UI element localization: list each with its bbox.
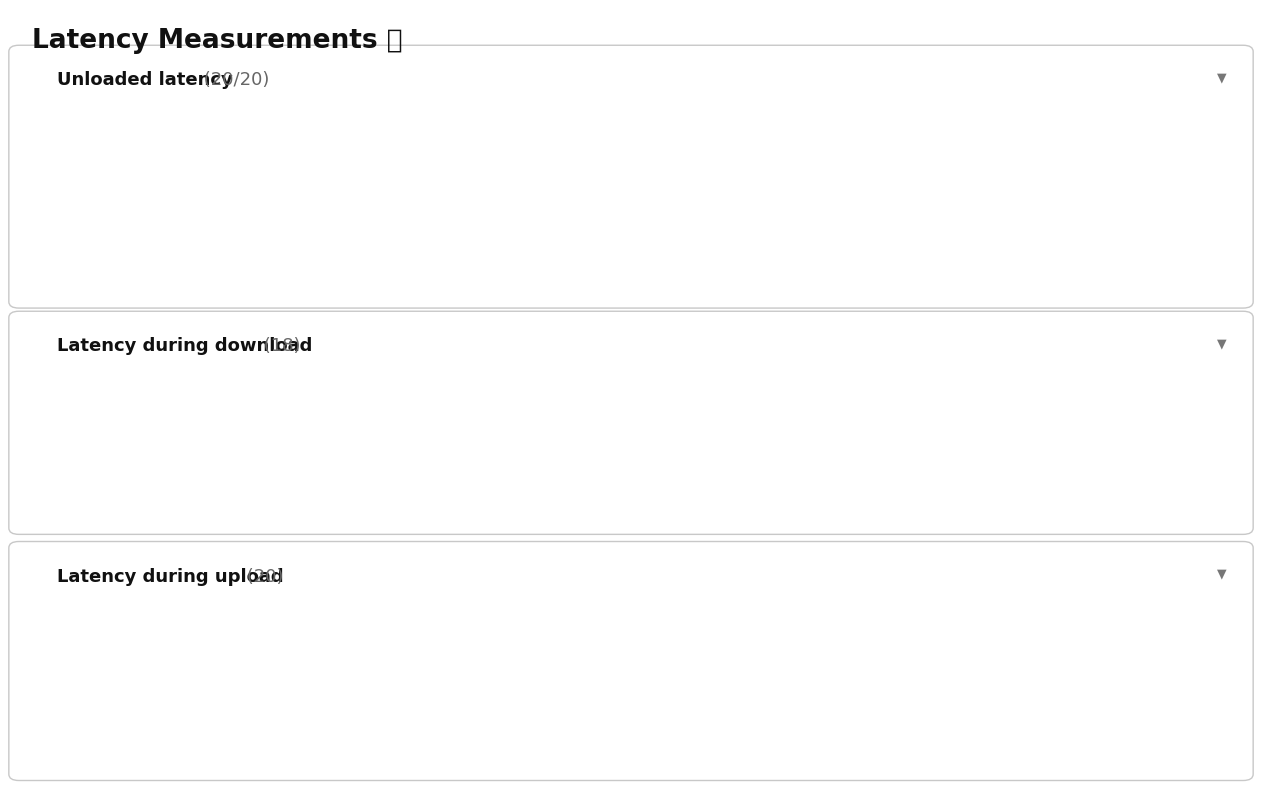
Text: Latency during upload: Latency during upload <box>57 568 284 586</box>
Bar <box>415 187 485 229</box>
Text: (18): (18) <box>257 337 300 356</box>
Text: ▼: ▼ <box>1217 568 1227 580</box>
Text: ▼: ▼ <box>1217 71 1227 84</box>
Y-axis label: ms: ms <box>57 205 80 220</box>
Text: (20/20): (20/20) <box>198 71 269 90</box>
Y-axis label: ms: ms <box>57 431 80 446</box>
Text: Latency during download: Latency during download <box>57 337 312 356</box>
Text: (20): (20) <box>241 568 283 586</box>
Text: Latency Measurements ⓘ: Latency Measurements ⓘ <box>32 28 403 54</box>
Bar <box>603 659 881 702</box>
Text: Unloaded latency: Unloaded latency <box>57 71 232 90</box>
Text: ▼: ▼ <box>1217 337 1227 350</box>
Y-axis label: ms: ms <box>57 677 80 692</box>
Bar <box>583 413 871 456</box>
